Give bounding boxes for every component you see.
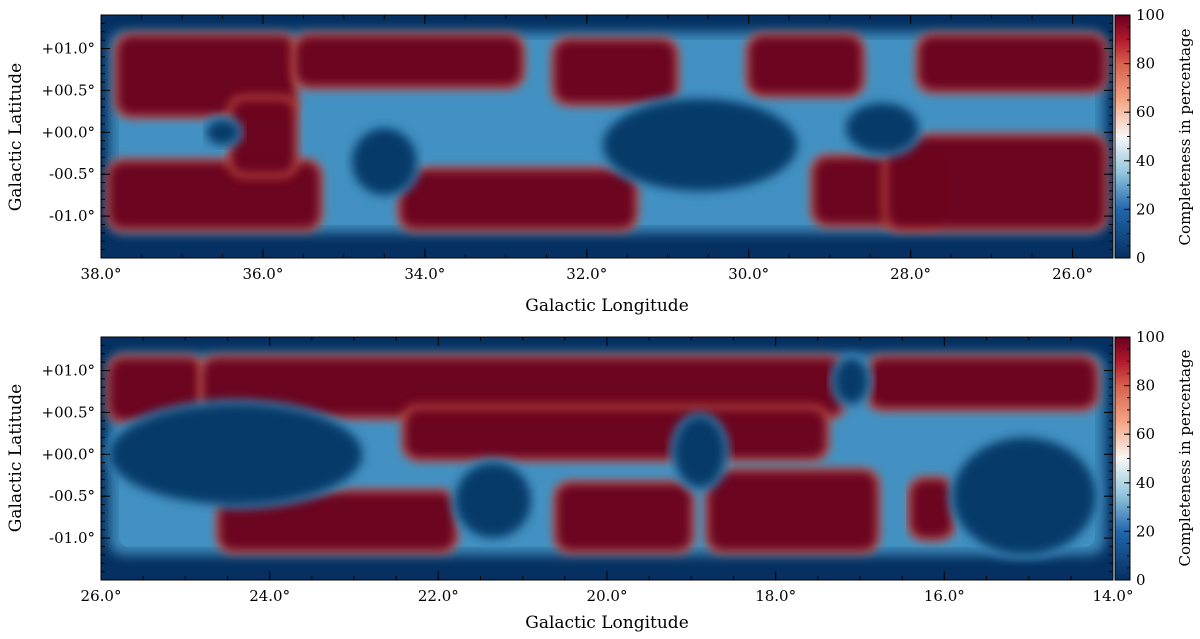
top-panel: 38.0° 36.0° 34.0° 32.0° 30.0° 28.0° 26.0° +01.… [6,6,1194,316]
colorbar-tick-label: 60 [1136,425,1155,443]
colorbar-tick-label: 40 [1136,152,1155,170]
colorbar-tick-label: 0 [1136,249,1146,267]
high-completeness-region [748,35,863,95]
high-completeness-region [219,492,456,551]
low-completeness-region [206,119,239,145]
x-axis-label: Galactic Longitude [525,613,689,633]
high-completeness-region [295,35,522,87]
colorbar-label: Completeness in percentage [1176,349,1194,566]
high-completeness-region [117,35,296,116]
low-completeness-region [455,462,532,539]
x-tick-label: 16.0° [924,587,965,605]
x-tick-label: 32.0° [566,265,607,283]
x-tick-label: 34.0° [404,265,445,283]
colorbar-tick-label: 60 [1136,103,1155,121]
y-tick-label: +00.5° [42,403,95,421]
low-completeness-region [109,404,363,505]
x-tick-label: 24.0° [249,587,290,605]
colorbar-tick-label: 40 [1136,474,1155,492]
high-completeness-region [556,483,692,551]
colorbar-tick-label: 20 [1136,200,1155,218]
x-tick-label: 28.0° [890,265,931,283]
x-tick-label: 22.0° [418,587,459,605]
plot-frame [100,14,1114,259]
low-completeness-region [351,128,417,196]
x-tick-label: 26.0° [81,587,122,605]
y-axis-label: Galactic Latitude [6,384,26,532]
high-completeness-region [918,35,1105,91]
high-completeness-region [886,136,1105,229]
high-completeness-region [230,98,296,175]
colorbar-tick-label: 0 [1136,571,1146,589]
colorbar-tick-label: 20 [1136,522,1155,540]
x-tick-label: 38.0° [81,265,122,283]
low-completeness-region [952,437,1097,555]
high-completeness-region [400,170,636,229]
y-axis-label: Galactic Latitude [6,63,26,211]
colorbar-tick-label: 80 [1136,55,1155,73]
low-completeness-region [602,98,798,191]
x-tick-label: 14.0° [1093,587,1134,605]
y-tick-label: +01.0° [42,40,95,58]
low-completeness-region [834,357,869,405]
x-tick-label: 26.0° [1052,265,1093,283]
high-completeness-region [868,357,1097,409]
high-completeness-region [910,479,953,539]
high-completeness-region [202,357,844,417]
y-tick-label: -01.0° [49,529,95,547]
y-tick-label: +00.5° [42,81,95,99]
y-tick-label: -00.5° [49,487,95,505]
x-tick-label: 36.0° [242,265,283,283]
x-tick-label: 20.0° [587,587,628,605]
bottom-panel: 26.0° 24.0° 22.0° 20.0° 18.0° 16.0° 14.0° +01.… [6,328,1194,633]
colorbar-tick-label: 100 [1136,6,1165,24]
colorbar-tick-label: 100 [1136,328,1165,346]
y-tick-label: +01.0° [42,362,95,380]
heatmap-area [101,337,1113,580]
high-completeness-region [708,471,877,551]
y-tick-label: +00.0° [42,123,95,141]
y-tick-label: -00.5° [49,165,95,183]
x-axis-label: Galactic Longitude [525,296,689,316]
high-completeness-region [109,357,203,421]
high-completeness-region [404,408,827,459]
colorbar-tick-label: 80 [1136,377,1155,395]
high-completeness-region [109,161,320,229]
high-completeness-region [554,40,676,103]
low-completeness-region [674,416,726,488]
low-completeness-region [845,102,919,154]
x-tick-label: 18.0° [755,587,796,605]
y-tick-label: +00.0° [42,445,95,463]
heatmap-area [101,15,1113,258]
x-tick-label: 30.0° [728,265,769,283]
y-tick-label: -01.0° [49,207,95,225]
colorbar-label: Completeness in percentage [1176,28,1194,245]
